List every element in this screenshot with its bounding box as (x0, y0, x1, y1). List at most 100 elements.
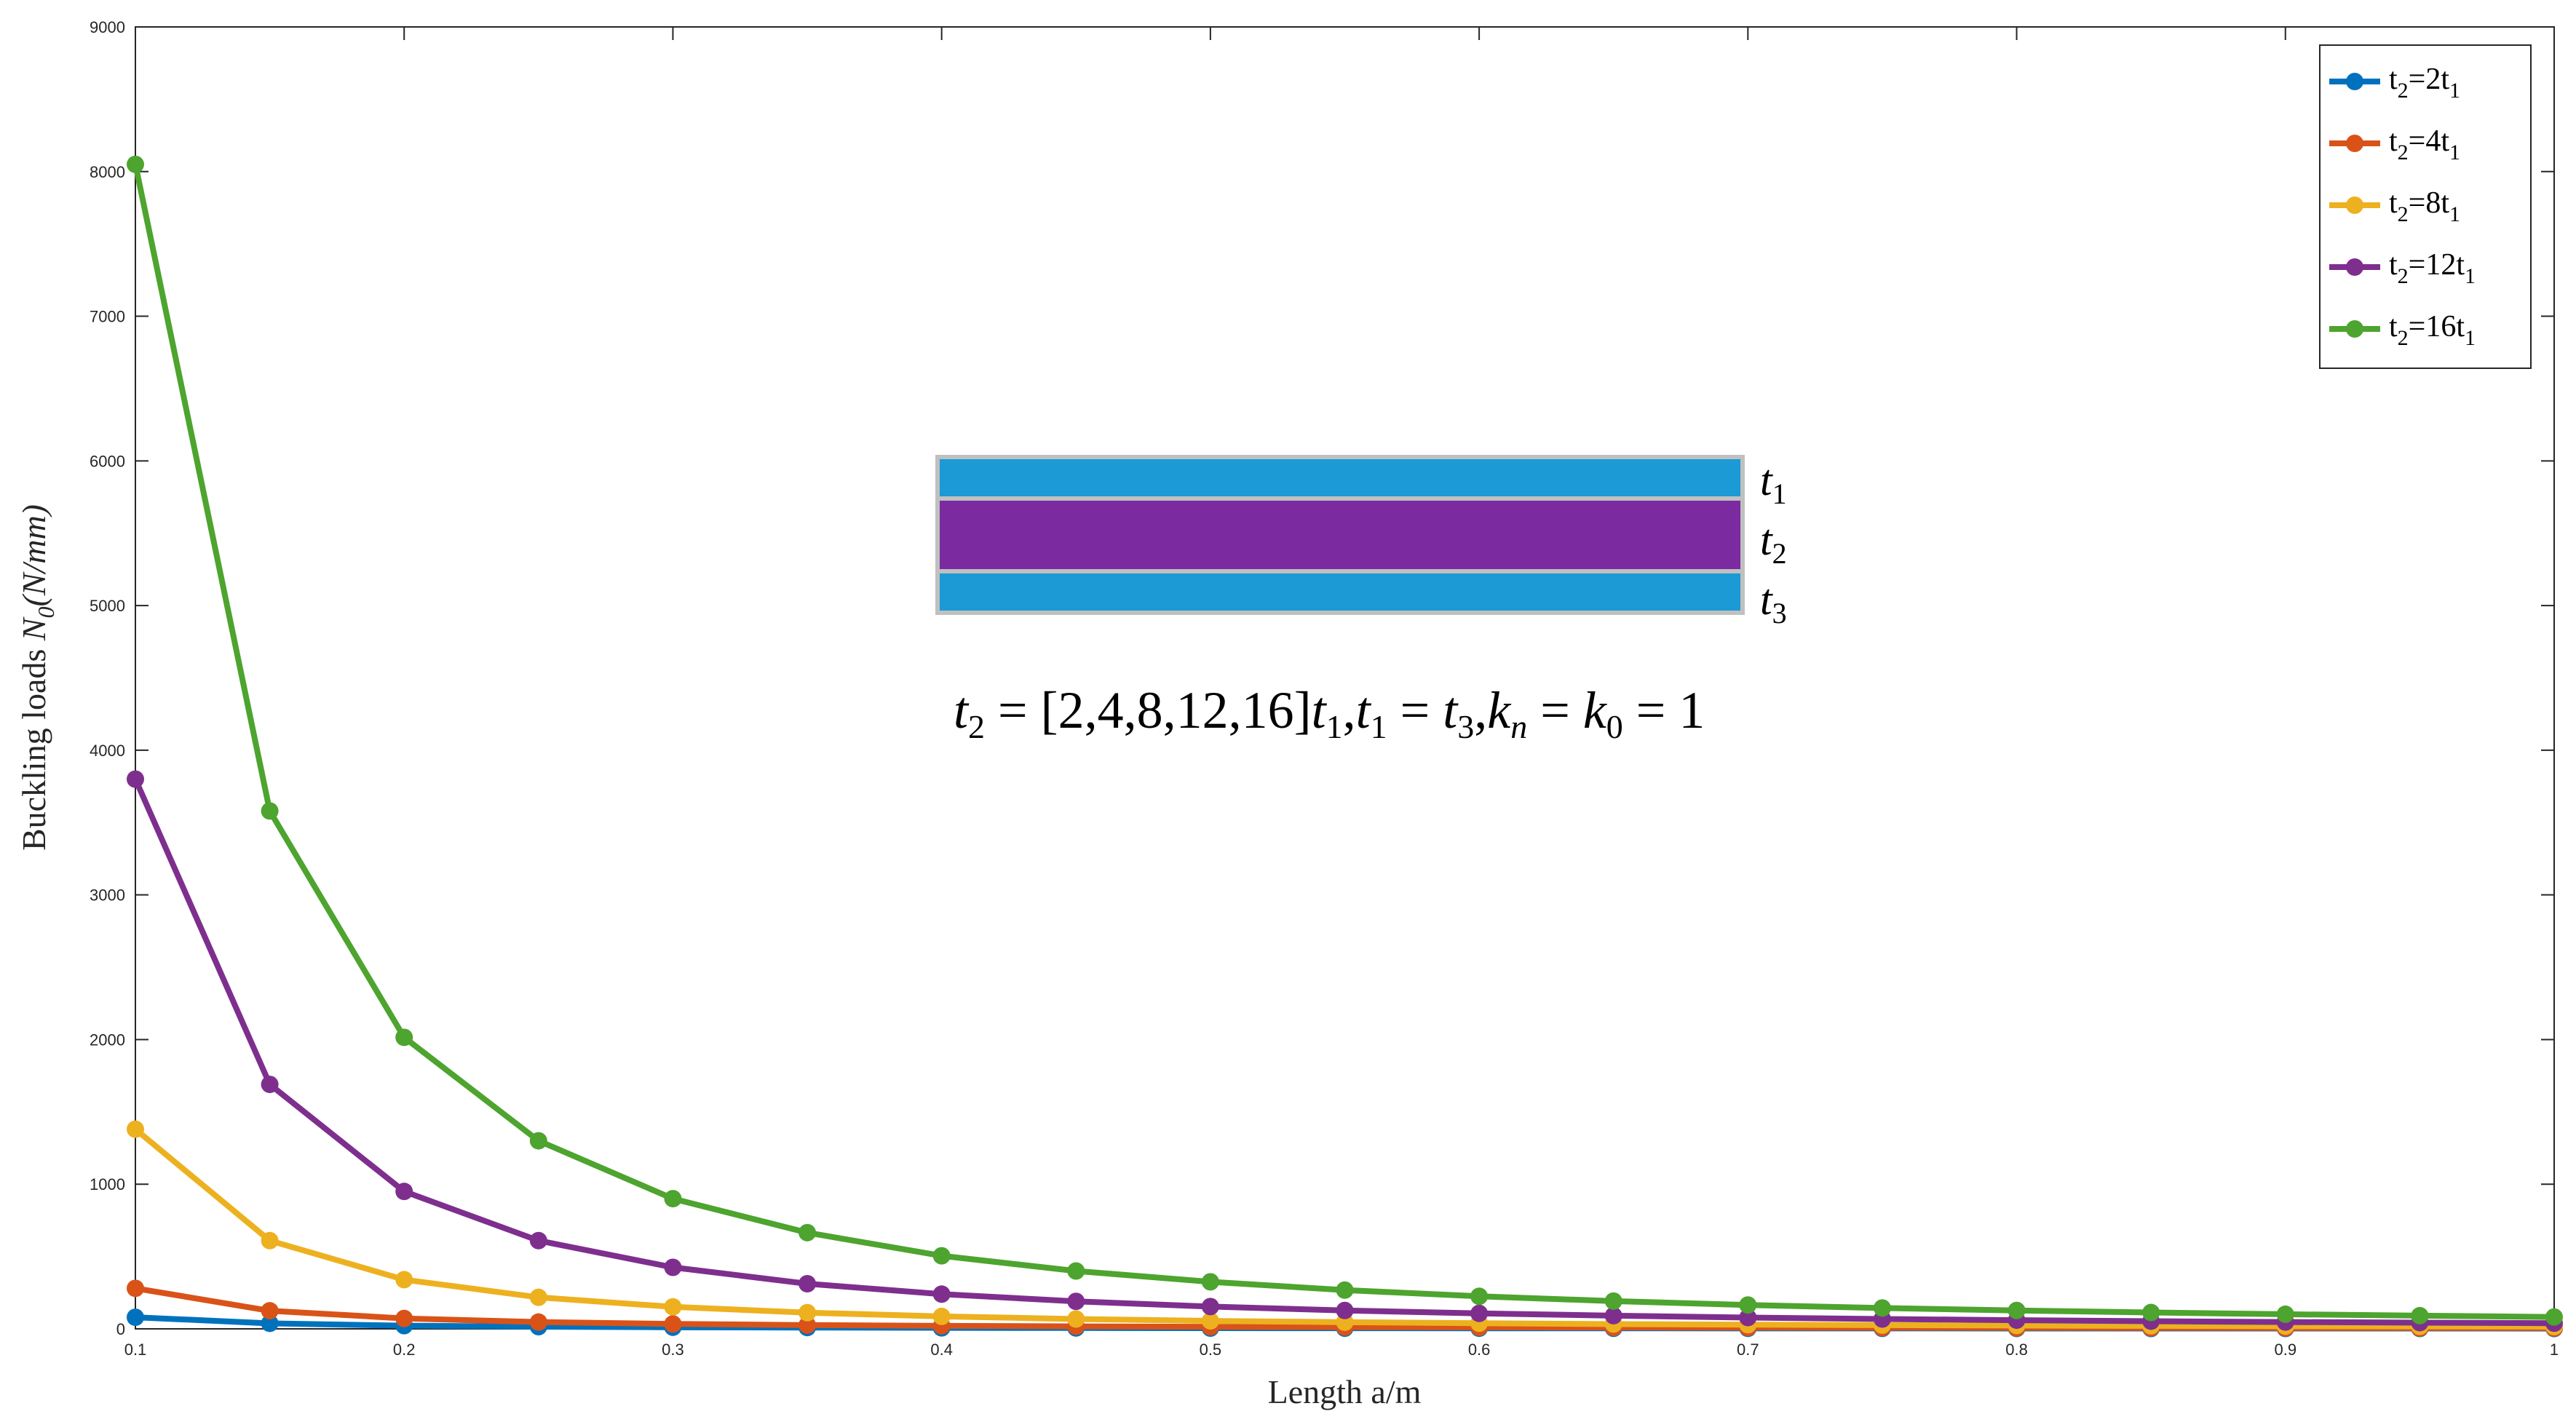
x-tick-label: 0.3 (662, 1340, 684, 1359)
formula-annotation: t2 = [2,4,8,12,16]t1,t1 = t3,kn = k0 = 1 (954, 681, 1705, 745)
layer-t1-bar (935, 455, 1745, 501)
data-point (1470, 1287, 1489, 1306)
x-tick-label: 0.9 (2274, 1340, 2296, 1359)
layer-label-t2: t2 (1760, 516, 1787, 570)
data-point (395, 1028, 413, 1046)
legend-entry: t2=16t1 (2329, 310, 2476, 350)
y-tick-label: 7000 (90, 308, 125, 326)
legend-label: t2=4t1 (2389, 124, 2460, 164)
y-tick-label: 0 (116, 1320, 125, 1338)
data-point (1739, 1308, 1757, 1327)
legend-swatch-marker (2346, 135, 2363, 152)
data-point (261, 1231, 279, 1250)
x-tick-label: 0.2 (393, 1340, 416, 1359)
x-tick-label: 0.1 (124, 1340, 147, 1359)
layer-schematic: t1 t2 t3 (935, 455, 1787, 629)
series-layer (127, 155, 2563, 1338)
legend-swatch-marker (2346, 196, 2363, 214)
x-tick-label: 0.6 (1468, 1340, 1491, 1359)
data-point (1739, 1296, 1757, 1314)
layer-label-t1: t1 (1760, 456, 1787, 510)
data-point (1336, 1301, 1354, 1319)
data-point (261, 1314, 279, 1332)
data-point (529, 1231, 547, 1250)
y-tick-label: 4000 (90, 742, 125, 760)
data-point (1201, 1312, 1219, 1330)
data-point (529, 1132, 547, 1150)
data-point (2411, 1306, 2429, 1324)
x-tick-label: 0.5 (1200, 1340, 1222, 1359)
data-point (798, 1223, 817, 1242)
data-point (529, 1288, 547, 1306)
legend-entry: t2=4t1 (2329, 124, 2460, 164)
legend-label: t2=12t1 (2389, 248, 2476, 288)
data-point (127, 1308, 144, 1327)
legend: t2=2t1 t2=4t1 t2=8t1 t2=12t1 t2=16t1 (2319, 44, 2532, 369)
data-point (529, 1313, 547, 1331)
x-tick-label: 0.8 (2005, 1340, 2028, 1359)
data-point (1067, 1262, 1085, 1280)
legend-label: t2=2t1 (2389, 63, 2460, 103)
data-point (395, 1309, 413, 1327)
legend-swatch-marker (2346, 320, 2363, 338)
y-tick-label: 5000 (90, 597, 125, 615)
data-point (1201, 1273, 1219, 1291)
data-point (1470, 1304, 1489, 1322)
y-axis-ticks: 0 1000 2000 3000 4000 5000 6000 7000 8000 9000 (90, 18, 2554, 1338)
layer-t3-bar (935, 569, 1745, 615)
data-point (932, 1247, 951, 1265)
y-tick-label: 3000 (90, 886, 125, 905)
legend-entry: t2=8t1 (2329, 186, 2460, 226)
legend-entry: t2=12t1 (2329, 248, 2476, 288)
legend-swatch-marker (2346, 258, 2363, 276)
data-point (798, 1316, 817, 1334)
data-point (261, 1302, 279, 1320)
layer-t2-bar (935, 496, 1745, 573)
data-point (2142, 1303, 2160, 1322)
y-tick-label: 6000 (90, 452, 125, 470)
data-point (127, 155, 144, 173)
data-point (664, 1258, 682, 1276)
data-point (2545, 1308, 2563, 1326)
x-tick-label: 0.4 (930, 1340, 953, 1359)
data-point (127, 1279, 144, 1298)
y-axis-title: Buckling loads N0(N/mm) (15, 504, 59, 851)
y-tick-label: 2000 (90, 1030, 125, 1049)
data-point (1604, 1306, 1622, 1324)
x-axis-title: Length a/m (1268, 1373, 1422, 1410)
data-point (1873, 1299, 1891, 1317)
data-point (932, 1285, 951, 1303)
x-tick-label: 1 (2550, 1340, 2559, 1359)
data-point (664, 1298, 682, 1316)
data-point (932, 1307, 951, 1325)
data-point (664, 1190, 682, 1208)
data-point (798, 1274, 817, 1292)
data-point (1336, 1281, 1354, 1299)
data-point (395, 1271, 413, 1289)
x-tick-label: 0.7 (1737, 1340, 1759, 1359)
data-point (261, 802, 279, 820)
data-point (127, 1120, 144, 1138)
y-tick-label: 8000 (90, 163, 125, 181)
data-point (127, 770, 144, 788)
data-point (1067, 1310, 1085, 1328)
data-point (1067, 1292, 1085, 1311)
x-axis-ticks: 0.1 0.2 0.3 0.4 0.5 0.6 0.7 0.8 0.9 1 (124, 27, 2559, 1359)
legend-entry: t2=2t1 (2329, 63, 2460, 103)
series-5 (127, 155, 2563, 1326)
legend-label: t2=8t1 (2389, 186, 2460, 226)
y-tick-label: 1000 (90, 1175, 125, 1193)
data-point (395, 1183, 413, 1201)
data-point (1201, 1298, 1219, 1316)
data-point (2276, 1305, 2294, 1323)
legend-swatch-marker (2346, 73, 2363, 90)
layer-label-t3: t3 (1760, 576, 1787, 629)
y-tick-label: 9000 (90, 18, 125, 36)
data-point (2008, 1301, 2026, 1319)
data-point (1604, 1292, 1622, 1310)
data-point (261, 1076, 279, 1094)
data-point (664, 1315, 682, 1333)
data-point (798, 1303, 817, 1322)
